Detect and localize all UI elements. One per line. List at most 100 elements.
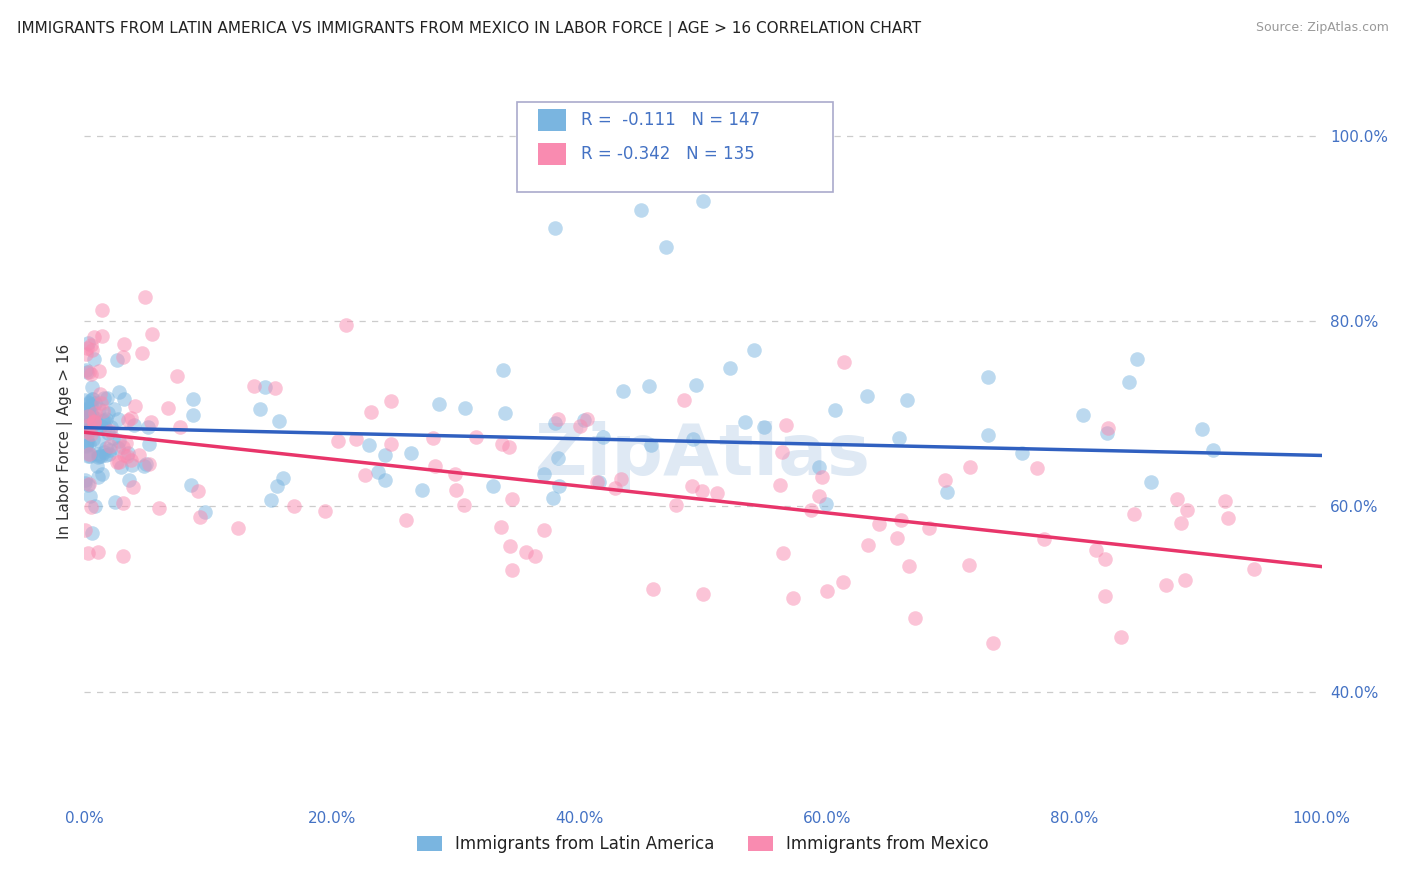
Point xyxy=(115,436,138,450)
Point xyxy=(718,360,741,375)
Point xyxy=(87,450,110,464)
Point xyxy=(166,369,188,384)
Point xyxy=(77,425,100,440)
Text: IMMIGRANTS FROM LATIN AMERICA VS IMMIGRANTS FROM MEXICO IN LABOR FORCE | AGE > 1: IMMIGRANTS FROM LATIN AMERICA VS IMMIGRA… xyxy=(17,21,921,37)
Point xyxy=(80,412,103,426)
Point xyxy=(1213,493,1236,508)
Point xyxy=(77,364,100,378)
Point xyxy=(1170,516,1192,530)
Point xyxy=(422,431,444,445)
Point xyxy=(832,574,855,589)
Point xyxy=(77,423,100,437)
Point xyxy=(1026,461,1049,475)
Point xyxy=(411,483,433,497)
Point xyxy=(374,448,396,462)
Point xyxy=(904,611,927,625)
Point xyxy=(752,420,775,434)
Point xyxy=(90,396,112,410)
Point xyxy=(97,406,120,420)
Point xyxy=(80,421,103,435)
Point xyxy=(1071,409,1094,423)
Point xyxy=(1243,562,1265,576)
Point xyxy=(887,431,910,445)
Point xyxy=(782,591,804,606)
Point xyxy=(1166,492,1188,507)
Point xyxy=(91,467,114,482)
Point xyxy=(90,450,112,464)
Point xyxy=(194,505,217,519)
Point xyxy=(807,489,830,503)
Point xyxy=(141,327,163,342)
Point xyxy=(82,433,104,447)
Point xyxy=(638,378,661,392)
Point xyxy=(399,446,422,460)
Point xyxy=(121,452,143,467)
Point xyxy=(77,424,100,438)
Point xyxy=(79,406,101,420)
Point xyxy=(77,408,100,422)
Point xyxy=(77,395,100,409)
Point xyxy=(75,439,97,453)
Point xyxy=(89,419,111,434)
Point xyxy=(148,501,170,516)
Point xyxy=(138,437,160,451)
Point xyxy=(259,492,281,507)
Point xyxy=(100,420,122,434)
Point xyxy=(112,495,135,509)
Point xyxy=(91,414,114,428)
Point xyxy=(79,450,101,464)
Point xyxy=(423,458,446,473)
Point xyxy=(89,386,111,401)
Point xyxy=(77,418,100,433)
Point xyxy=(770,445,793,459)
Point xyxy=(91,329,114,343)
Point xyxy=(80,409,103,424)
FancyBboxPatch shape xyxy=(538,143,565,165)
Point xyxy=(641,582,664,597)
Point xyxy=(772,545,794,559)
Point xyxy=(180,477,202,491)
Point xyxy=(610,471,633,485)
Point xyxy=(76,433,98,447)
Point xyxy=(79,489,101,503)
Point xyxy=(934,473,956,487)
Point xyxy=(568,419,591,434)
Point xyxy=(96,448,118,462)
Point xyxy=(690,483,713,498)
Point xyxy=(84,396,107,410)
Point xyxy=(169,419,191,434)
Point xyxy=(395,513,418,527)
Point xyxy=(1191,422,1213,436)
Point xyxy=(104,495,127,509)
Point xyxy=(89,434,111,449)
Point xyxy=(242,378,264,392)
Point xyxy=(533,467,555,482)
Point xyxy=(98,439,121,453)
Point xyxy=(264,381,287,395)
Point xyxy=(112,337,135,351)
Point xyxy=(73,392,96,407)
Point xyxy=(80,368,103,382)
Point xyxy=(75,523,97,537)
Point xyxy=(181,408,204,422)
Point xyxy=(83,330,105,344)
Point xyxy=(76,436,98,450)
Point xyxy=(453,498,475,512)
Point xyxy=(103,402,125,417)
Point xyxy=(547,412,569,426)
Point xyxy=(1140,475,1163,489)
Point xyxy=(1202,442,1225,457)
Point xyxy=(359,438,381,452)
Point xyxy=(898,558,921,573)
Point xyxy=(640,438,662,452)
Point xyxy=(117,413,139,427)
Point xyxy=(135,457,157,471)
Point xyxy=(96,392,118,406)
Point xyxy=(815,583,838,598)
Point xyxy=(77,546,100,560)
Point xyxy=(354,468,377,483)
Point xyxy=(111,549,134,564)
Point xyxy=(655,240,678,254)
Point xyxy=(444,483,467,497)
Point xyxy=(97,426,120,441)
